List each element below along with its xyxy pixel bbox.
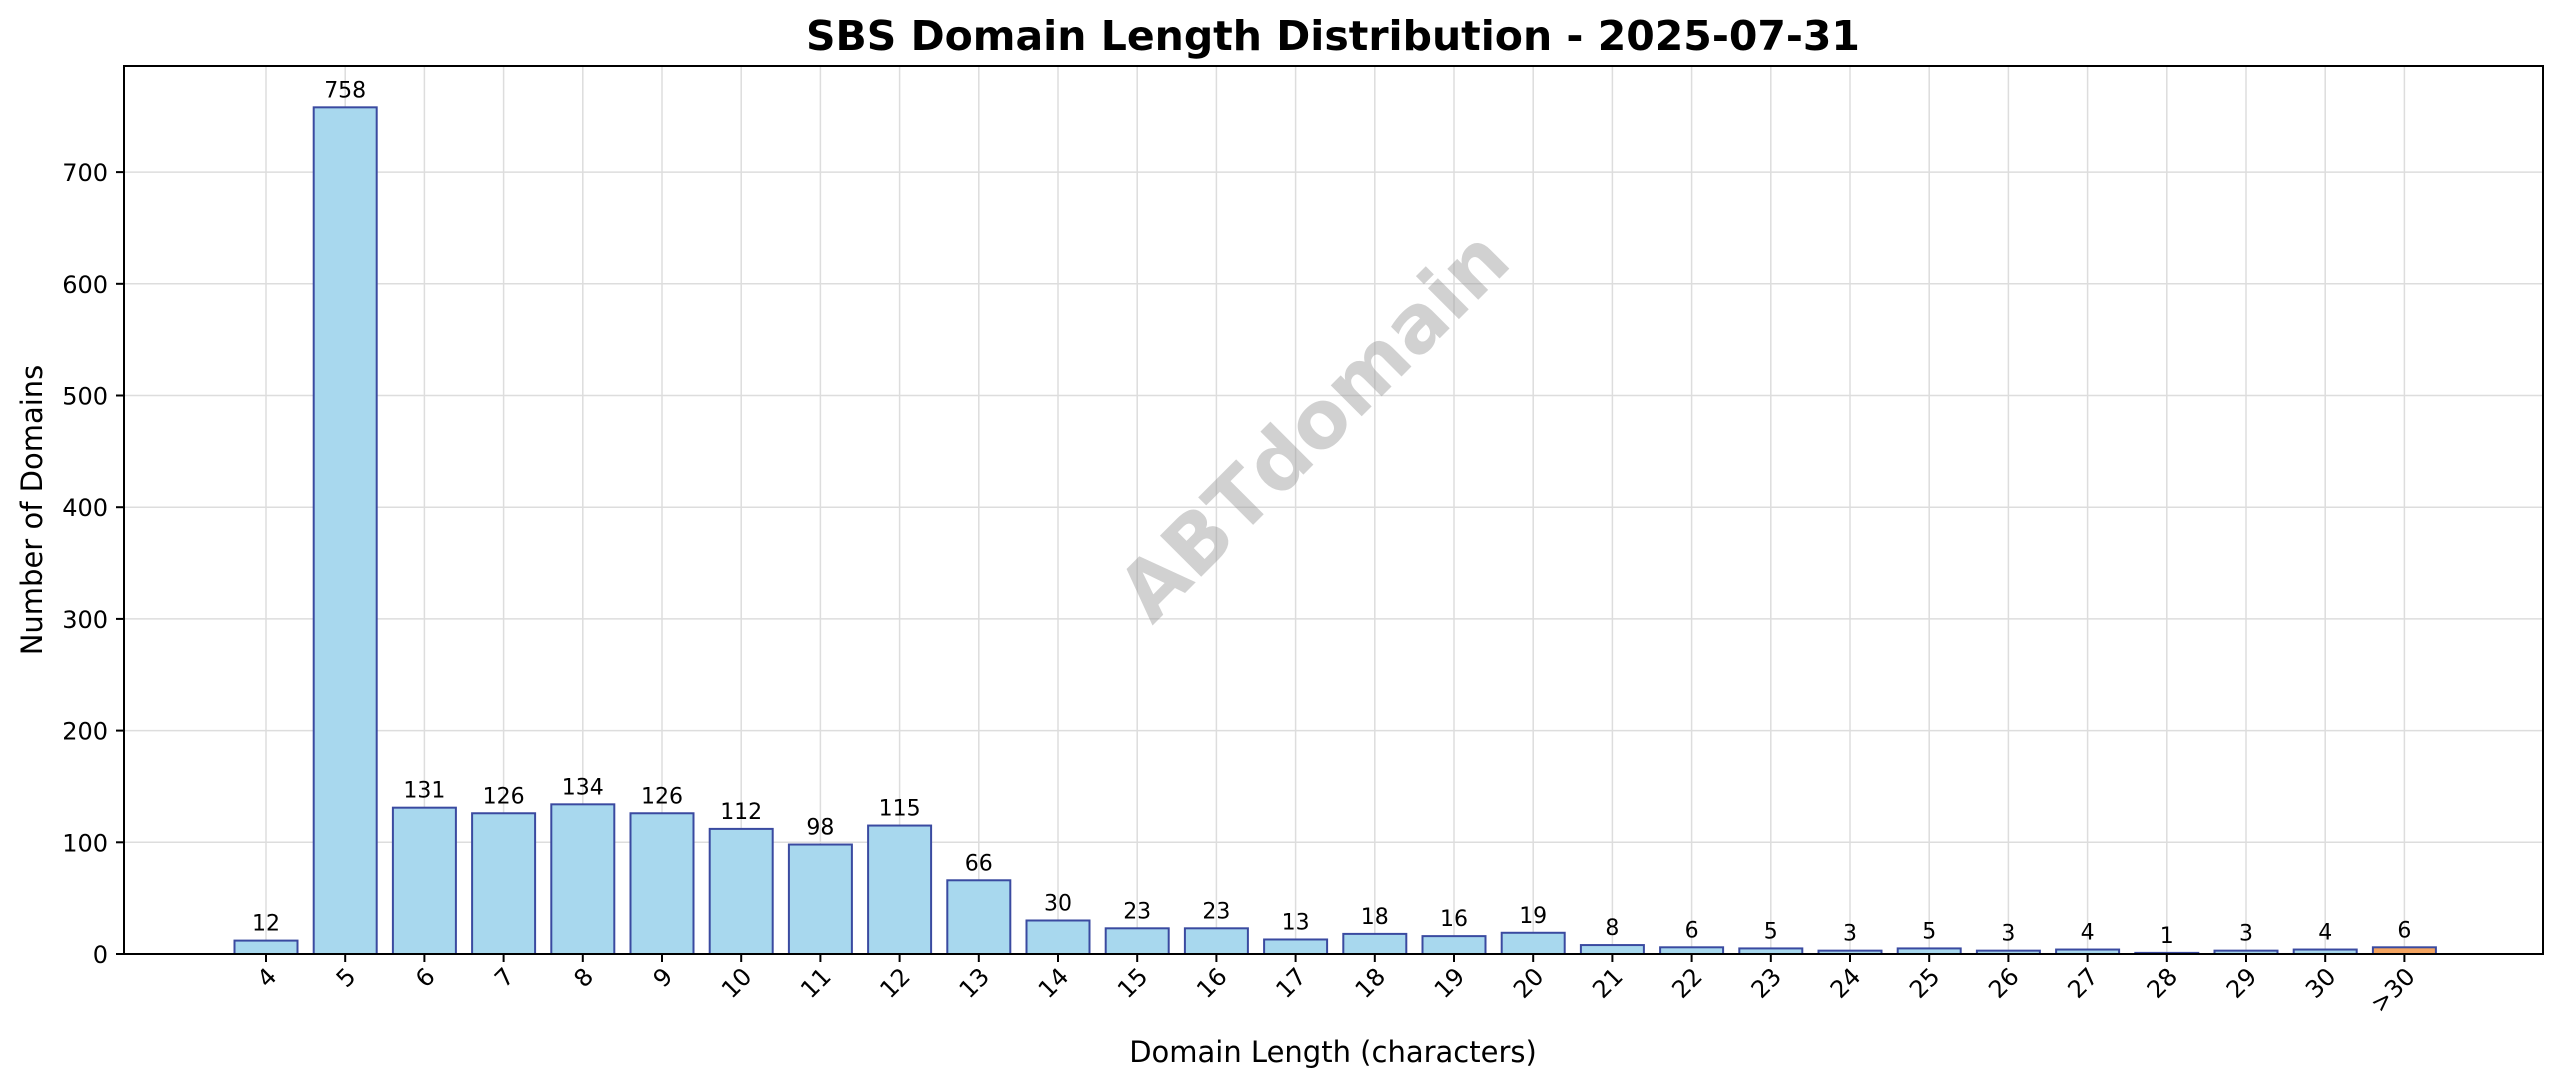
bar-value-label: 3 — [2001, 922, 2015, 947]
x-axis-title: Domain Length (characters) — [1129, 1035, 1537, 1069]
x-tick-label: 29 — [2221, 962, 2262, 1003]
bar-12 — [867, 824, 933, 956]
bar-value-label: 3 — [2239, 922, 2253, 947]
y-tick-label: 400 — [62, 494, 108, 522]
chart-title: SBS Domain Length Distribution - 2025-07… — [806, 12, 1860, 60]
x-tick-label: 23 — [1746, 962, 1787, 1003]
plot-frame — [123, 65, 2544, 955]
bar-value-label: 3 — [1843, 922, 1857, 947]
bar-11 — [787, 843, 853, 955]
bar-13 — [946, 879, 1012, 955]
x-tick-label: 9 — [648, 962, 679, 993]
y-tick-label: 0 — [93, 941, 108, 969]
bar-17 — [1263, 938, 1329, 956]
bar-20 — [1500, 931, 1566, 955]
x-tick-label: 4 — [252, 962, 283, 993]
y-axis-title: Number of Domains — [15, 365, 49, 656]
bar-value-label: 12 — [252, 912, 280, 937]
bar-value-label: 758 — [324, 78, 366, 103]
bar-value-label: 131 — [403, 779, 445, 804]
x-tick-label: 21 — [1587, 962, 1628, 1003]
bar-7 — [471, 812, 537, 955]
x-tick-label: 10 — [716, 962, 757, 1003]
bar-value-label: 66 — [965, 851, 993, 876]
bar-value-label: 6 — [2397, 918, 2411, 943]
bar-value-label: 115 — [879, 797, 921, 822]
bar-value-label: 4 — [2318, 921, 2332, 946]
bar-16 — [1183, 927, 1249, 956]
bar-4 — [233, 939, 299, 956]
bar-15 — [1104, 927, 1170, 956]
bar-value-label: 19 — [1519, 904, 1547, 929]
bar-5 — [312, 106, 378, 955]
bar-8 — [550, 803, 616, 955]
x-tick-label: 16 — [1191, 962, 1232, 1003]
x-tick-label: 6 — [410, 962, 441, 993]
y-axis: 0 100 200 300 400 500 600 700 — [62, 159, 124, 969]
bar-18 — [1342, 932, 1408, 956]
bar-value-label: 126 — [483, 784, 525, 809]
x-tick-label: 14 — [1033, 962, 1074, 1003]
x-tick-label: 12 — [874, 962, 915, 1003]
y-tick-label: 500 — [62, 383, 108, 411]
bar-6 — [391, 806, 457, 955]
bar-value-label: 18 — [1361, 905, 1389, 930]
bar-19 — [1421, 935, 1487, 955]
bar-value-label: 126 — [641, 784, 683, 809]
bar-value-label: 30 — [1044, 891, 1072, 916]
x-tick-label: 22 — [1666, 962, 1707, 1003]
bar-value-label: 16 — [1440, 907, 1468, 932]
x-tick-label: 25 — [1904, 962, 1945, 1003]
y-tick-label: 100 — [62, 829, 108, 857]
x-tick-label: 13 — [954, 962, 995, 1003]
bar-10 — [708, 827, 774, 956]
x-tick-label: 17 — [1270, 962, 1311, 1003]
x-tick-label: 18 — [1350, 962, 1391, 1003]
x-tick-label: 19 — [1429, 962, 1470, 1003]
y-tick-label: 200 — [62, 718, 108, 746]
y-tick-label: 600 — [62, 271, 108, 299]
y-tick-label: 300 — [62, 606, 108, 634]
bar-value-label: 98 — [806, 816, 834, 841]
x-tick-label: 20 — [1508, 962, 1549, 1003]
bar-22 — [1659, 946, 1725, 955]
x-tick-label: 8 — [568, 962, 599, 993]
bar-14 — [1025, 919, 1091, 955]
x-tick-label: 27 — [2062, 962, 2103, 1003]
bar->30 — [2371, 946, 2437, 955]
bar-value-label: 134 — [562, 775, 604, 800]
bars — [233, 106, 2437, 956]
bar-value-label: 13 — [1282, 910, 1310, 935]
x-tick-label: 15 — [1112, 962, 1153, 1003]
x-tick-label: 5 — [331, 962, 362, 993]
bar-value-label: 23 — [1123, 899, 1151, 924]
bar-value-label: 4 — [2081, 921, 2095, 946]
bar-value-label: 8 — [1605, 916, 1619, 941]
bar-value-label: 112 — [720, 800, 762, 825]
bar-value-label: 6 — [1685, 918, 1699, 943]
bar-value-label: 23 — [1202, 899, 1230, 924]
x-tick-label: 11 — [795, 962, 836, 1003]
watermark-text: ABTdomain — [1100, 212, 1527, 639]
bar-value-label: 1 — [2160, 924, 2174, 949]
bar-value-label: 5 — [1764, 919, 1778, 944]
grid — [124, 66, 2543, 955]
x-tick-label: 30 — [2300, 962, 2341, 1003]
x-tick-label: 24 — [1825, 962, 1866, 1003]
bar-value-label: 5 — [1922, 919, 1936, 944]
x-tick-label: 26 — [1983, 962, 2024, 1003]
x-tick-label: >30 — [2365, 962, 2421, 1018]
bar-21 — [1579, 944, 1645, 955]
x-tick-label: 28 — [2142, 962, 2183, 1003]
bar-9 — [629, 812, 695, 955]
x-tick-label: 7 — [489, 962, 520, 993]
y-tick-label: 700 — [62, 159, 108, 187]
x-axis: 4 5 6 7 8 9 10 11 12 13 14 15 16 17 18 19 20 21 22 23 24 25 26… — [252, 954, 2421, 1018]
